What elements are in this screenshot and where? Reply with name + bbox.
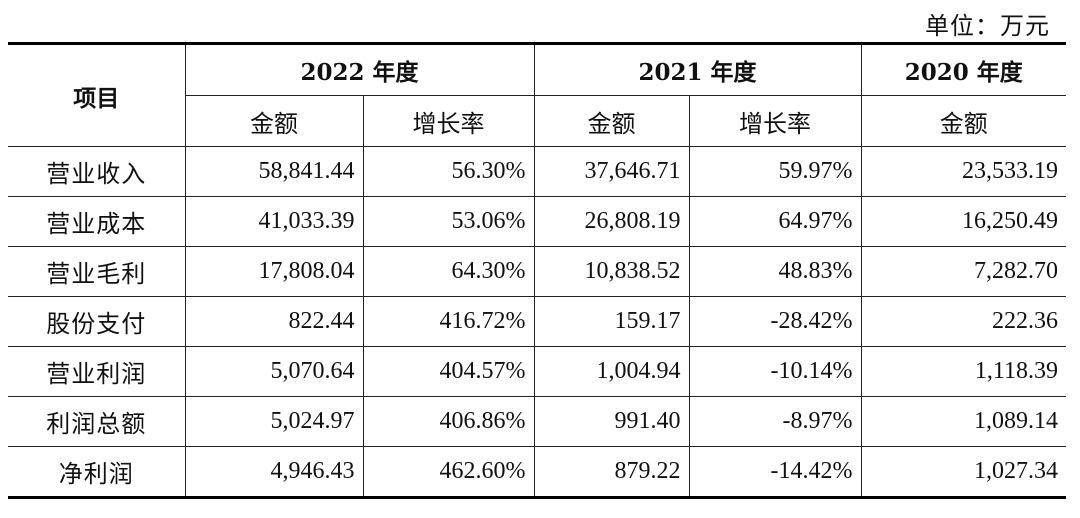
row-label: 股份支付 [8,296,186,347]
table-row: 营业毛利 17,808.04 64.30% 10,838.52 48.83% 7… [8,246,1066,297]
subheader-amount-2021: 金额 [533,95,690,147]
cell-amount-2022: 822.44 [184,296,364,347]
subheader-growth-2022: 增长率 [362,95,535,147]
cell-amount-2020: 7,282.70 [860,246,1066,297]
cell-growth-2022: 416.72% [362,296,535,347]
table-row: 净利润 4,946.43 462.60% 879.22 -14.42% 1,02… [8,446,1066,499]
cell-amount-2021: 991.40 [533,396,690,447]
cell-growth-2022: 406.86% [362,396,535,447]
cell-amount-2020: 222.36 [860,296,1066,347]
cell-amount-2022: 5,024.97 [184,396,364,447]
row-label: 营业成本 [8,196,186,247]
cell-amount-2020: 1,027.34 [860,446,1066,499]
row-label: 净利润 [8,446,186,499]
cell-amount-2022: 41,033.39 [184,196,364,247]
cell-growth-2022: 462.60% [362,446,535,499]
cell-growth-2021: 64.97% [688,196,862,247]
unit-label: 单位：万元 [925,12,1050,40]
header-item: 项目 [8,42,186,147]
table-row: 营业成本 41,033.39 53.06% 26,808.19 64.97% 1… [8,196,1066,247]
cell-growth-2021: 59.97% [688,146,862,197]
subheader-amount-2022: 金额 [185,95,364,147]
cell-amount-2022: 4,946.43 [184,446,364,499]
cell-amount-2020: 23,533.19 [860,146,1066,197]
table-row: 营业利润 5,070.64 404.57% 1,004.94 -10.14% 1… [8,346,1066,397]
cell-growth-2021: -14.42% [688,446,862,499]
row-label: 营业毛利 [8,246,186,297]
cell-amount-2022: 58,841.44 [184,146,364,197]
cell-growth-2022: 64.30% [362,246,535,297]
cell-amount-2021: 159.17 [533,296,690,347]
row-label: 利润总额 [8,396,186,447]
cell-amount-2021: 10,838.52 [533,246,690,297]
cell-amount-2022: 5,070.64 [184,346,364,397]
cell-growth-2022: 404.57% [362,346,535,397]
cell-amount-2021: 1,004.94 [533,346,690,397]
table-header: 项目 2022 年度 2021 年度 2020 年度 金额 增长率 金额 增长率… [8,42,1066,147]
cell-amount-2021: 26,808.19 [533,196,690,247]
header-year-2020: 2020 年度 [860,42,1066,96]
row-label: 营业利润 [8,346,186,397]
row-label: 营业收入 [8,146,186,197]
header-year-2022: 2022 年度 [184,42,535,96]
cell-growth-2022: 53.06% [362,196,535,247]
table-body: 营业收入 58,841.44 56.30% 37,646.71 59.97% 2… [8,146,1066,499]
cell-growth-2022: 56.30% [362,146,535,197]
cell-growth-2021: -10.14% [688,346,862,397]
cell-amount-2020: 1,118.39 [860,346,1066,397]
cell-amount-2020: 1,089.14 [860,396,1066,447]
cell-amount-2020: 16,250.49 [860,196,1066,247]
header-year-2021: 2021 年度 [533,42,862,96]
subheader-amount-2020: 金额 [860,95,1066,147]
cell-amount-2021: 879.22 [533,446,690,499]
table-row: 营业收入 58,841.44 56.30% 37,646.71 59.97% 2… [8,146,1066,197]
table-row: 利润总额 5,024.97 406.86% 991.40 -8.97% 1,08… [8,396,1066,447]
financial-table: 项目 2022 年度 2021 年度 2020 年度 金额 增长率 金额 增长率… [8,42,1066,499]
table-row: 股份支付 822.44 416.72% 159.17 -28.42% 222.3… [8,296,1066,347]
cell-growth-2021: -28.42% [688,296,862,347]
cell-amount-2022: 17,808.04 [184,246,364,297]
subheader-growth-2021: 增长率 [688,95,862,147]
cell-amount-2021: 37,646.71 [533,146,690,197]
cell-growth-2021: 48.83% [688,246,862,297]
cell-growth-2021: -8.97% [688,396,862,447]
